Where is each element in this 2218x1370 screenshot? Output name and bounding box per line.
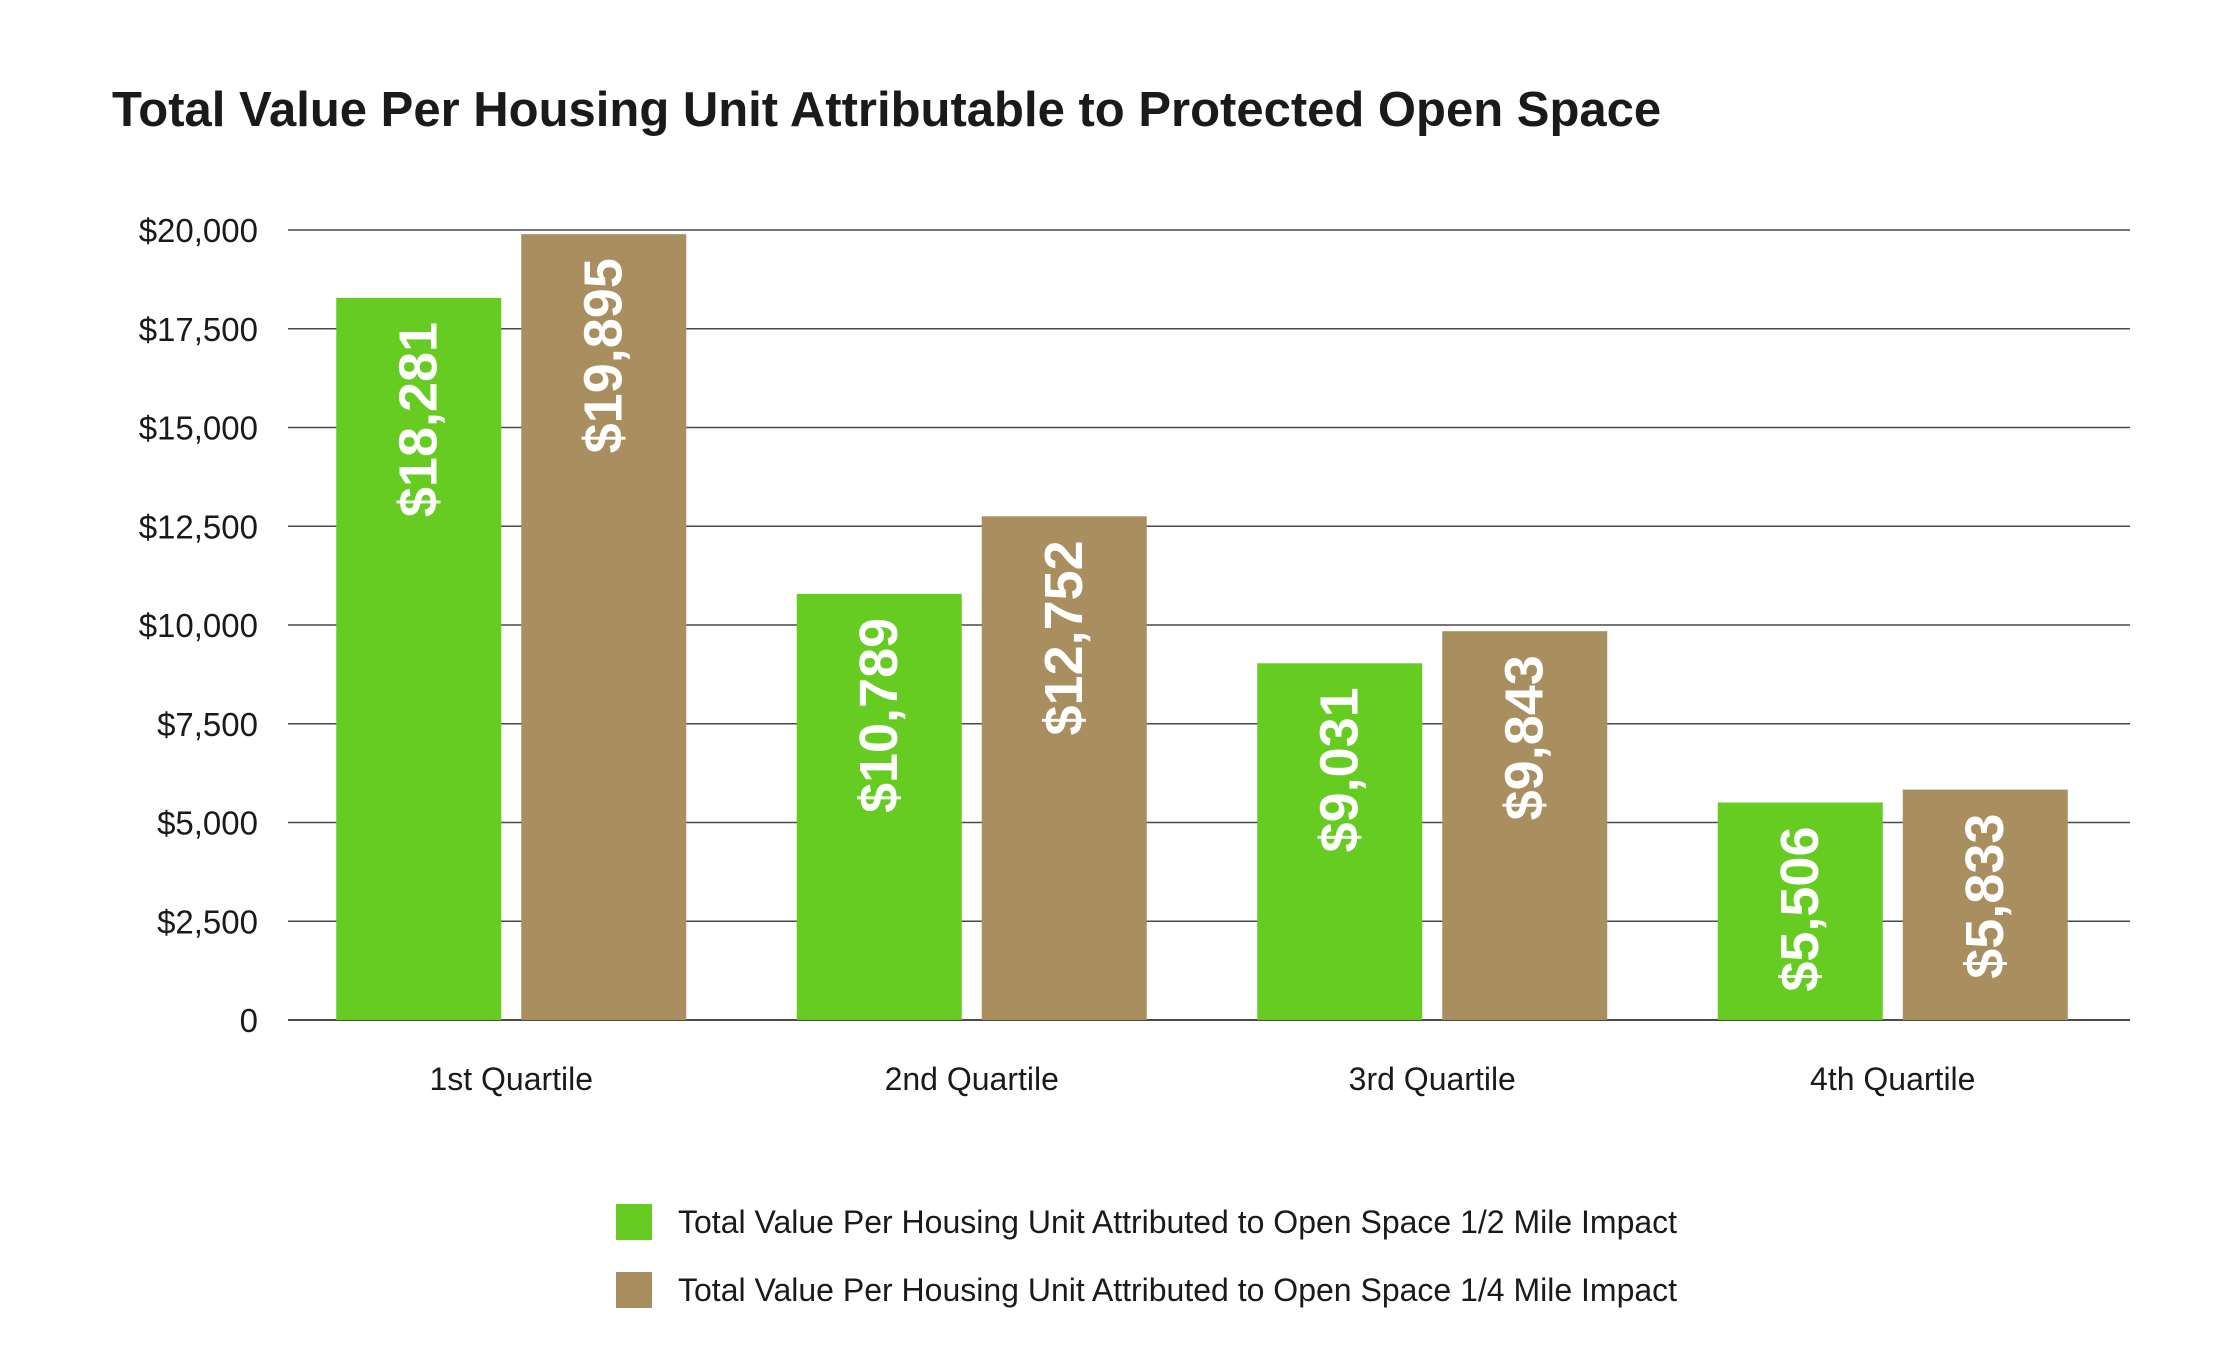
legend: Total Value Per Housing Unit Attributed … [616, 1204, 1677, 1308]
data-label: $9,031 [1310, 687, 1370, 852]
y-tick-label: $5,000 [157, 805, 258, 842]
y-tick-label: $10,000 [139, 607, 258, 644]
bar [1717, 802, 1883, 1020]
x-tick-label: 2nd Quartile [885, 1061, 1059, 1097]
data-label: $9,843 [1495, 655, 1555, 820]
data-label: $18,281 [389, 322, 449, 517]
data-label: $5,506 [1770, 827, 1830, 992]
x-axis-ticks: 1st Quartile 2nd Quartile 3rd Quartile 4th … [429, 1061, 1975, 1097]
bar [1442, 631, 1608, 1020]
y-tick-label: 0 [240, 1002, 258, 1039]
bar [521, 234, 687, 1020]
bar [981, 516, 1147, 1020]
legend-label: Total Value Per Housing Unit Attributed … [678, 1272, 1677, 1308]
bar [796, 593, 962, 1020]
x-tick-label: 3rd Quartile [1349, 1061, 1516, 1097]
data-label: $19,895 [574, 258, 634, 453]
legend-swatch [616, 1204, 652, 1240]
data-label: $5,833 [1955, 814, 2015, 979]
bar [336, 297, 502, 1020]
legend-label: Total Value Per Housing Unit Attributed … [678, 1204, 1677, 1240]
y-axis-ticks: 0 $2,500 $5,000 $7,500 $10,000 $12,500 $15,000… [139, 212, 258, 1039]
y-tick-label: $17,500 [139, 311, 258, 348]
y-tick-label: $12,500 [139, 508, 258, 545]
x-tick-label: 4th Quartile [1810, 1061, 1975, 1097]
data-label: $10,789 [849, 618, 909, 813]
chart-title: Total Value Per Housing Unit Attributabl… [112, 83, 1661, 137]
data-label: $12,752 [1034, 540, 1094, 735]
legend-swatch [616, 1272, 652, 1308]
bars [336, 234, 2068, 1020]
bar [1902, 789, 2068, 1020]
y-tick-label: $15,000 [139, 410, 258, 447]
bar [1257, 663, 1423, 1020]
y-tick-label: $2,500 [157, 903, 258, 940]
x-tick-label: 1st Quartile [429, 1061, 593, 1097]
data-labels: $18,281 $19,895 $10,789 $12,752 $9,031 $9,843… [389, 258, 2016, 992]
y-tick-label: $7,500 [157, 706, 258, 743]
y-tick-label: $20,000 [139, 212, 258, 249]
